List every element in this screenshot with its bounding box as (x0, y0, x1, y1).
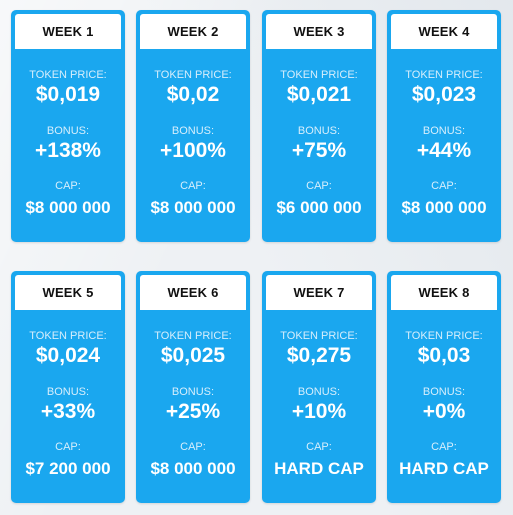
cap-label: CAP: (431, 441, 457, 453)
week-title: WEEK 5 (15, 275, 121, 310)
token-price-label: TOKEN PRICE: (154, 330, 232, 342)
cap-value: $8 000 000 (401, 198, 487, 217)
token-price-label: TOKEN PRICE: (29, 69, 107, 81)
token-price-value: $0,023 (411, 83, 477, 106)
bonus-label: BONUS: (46, 386, 90, 398)
week-title: WEEK 8 (391, 275, 497, 310)
bonus-value: +0% (422, 400, 466, 423)
cap-value: $8 000 000 (25, 198, 111, 217)
cap-value: $8 000 000 (150, 459, 236, 478)
cap-value: $8 000 000 (150, 198, 236, 217)
week-card-6: WEEK 6 TOKEN PRICE: $0,025 BONUS: +25% C… (136, 271, 250, 503)
week-title: WEEK 3 (266, 14, 372, 49)
week-title: WEEK 2 (140, 14, 246, 49)
token-price-label: TOKEN PRICE: (405, 69, 483, 81)
token-price-value: $0,021 (286, 83, 352, 106)
cap-value: HARD CAP (274, 459, 364, 478)
bonus-value: +10% (291, 400, 347, 423)
week-card-3: WEEK 3 TOKEN PRICE: $0,021 BONUS: +75% C… (262, 10, 376, 242)
week-title: WEEK 7 (266, 275, 372, 310)
bonus-label: BONUS: (171, 125, 215, 137)
bonus-label: BONUS: (46, 125, 90, 137)
bonus-label: BONUS: (422, 125, 466, 137)
cap-value: HARD CAP (399, 459, 489, 478)
token-price-value: $0,03 (417, 344, 471, 367)
cap-value: $6 000 000 (276, 198, 362, 217)
week-card-8: WEEK 8 TOKEN PRICE: $0,03 BONUS: +0% CAP… (387, 271, 501, 503)
bonus-label: BONUS: (297, 386, 341, 398)
bonus-value: +75% (291, 139, 347, 162)
week-title: WEEK 1 (15, 14, 121, 49)
cap-label: CAP: (306, 180, 332, 192)
token-price-value: $0,02 (166, 83, 220, 106)
bonus-value: +25% (165, 400, 221, 423)
token-price-value: $0,019 (35, 83, 101, 106)
cap-label: CAP: (55, 180, 81, 192)
bonus-value: +138% (35, 139, 101, 162)
bonus-value: +44% (416, 139, 472, 162)
token-price-value: $0,275 (286, 344, 352, 367)
bonus-label: BONUS: (171, 386, 215, 398)
token-price-label: TOKEN PRICE: (405, 330, 483, 342)
bonus-label: BONUS: (422, 386, 466, 398)
token-price-label: TOKEN PRICE: (280, 69, 358, 81)
week-title: WEEK 6 (140, 275, 246, 310)
bonus-label: BONUS: (297, 125, 341, 137)
week-card-7: WEEK 7 TOKEN PRICE: $0,275 BONUS: +10% C… (262, 271, 376, 503)
cap-label: CAP: (55, 441, 81, 453)
cap-label: CAP: (306, 441, 332, 453)
cap-label: CAP: (180, 441, 206, 453)
bonus-value: +33% (40, 400, 96, 423)
token-price-label: TOKEN PRICE: (154, 69, 232, 81)
cap-label: CAP: (180, 180, 206, 192)
cap-label: CAP: (431, 180, 457, 192)
week-card-5: WEEK 5 TOKEN PRICE: $0,024 BONUS: +33% C… (11, 271, 125, 503)
cap-value: $7 200 000 (25, 459, 111, 478)
token-price-label: TOKEN PRICE: (280, 330, 358, 342)
week-title: WEEK 4 (391, 14, 497, 49)
week-card-2: WEEK 2 TOKEN PRICE: $0,02 BONUS: +100% C… (136, 10, 250, 242)
token-price-value: $0,024 (35, 344, 101, 367)
week-card-4: WEEK 4 TOKEN PRICE: $0,023 BONUS: +44% C… (387, 10, 501, 242)
token-price-label: TOKEN PRICE: (29, 330, 107, 342)
week-card-1: WEEK 1 TOKEN PRICE: $0,019 BONUS: +138% … (11, 10, 125, 242)
token-price-value: $0,025 (160, 344, 226, 367)
bonus-value: +100% (160, 139, 226, 162)
